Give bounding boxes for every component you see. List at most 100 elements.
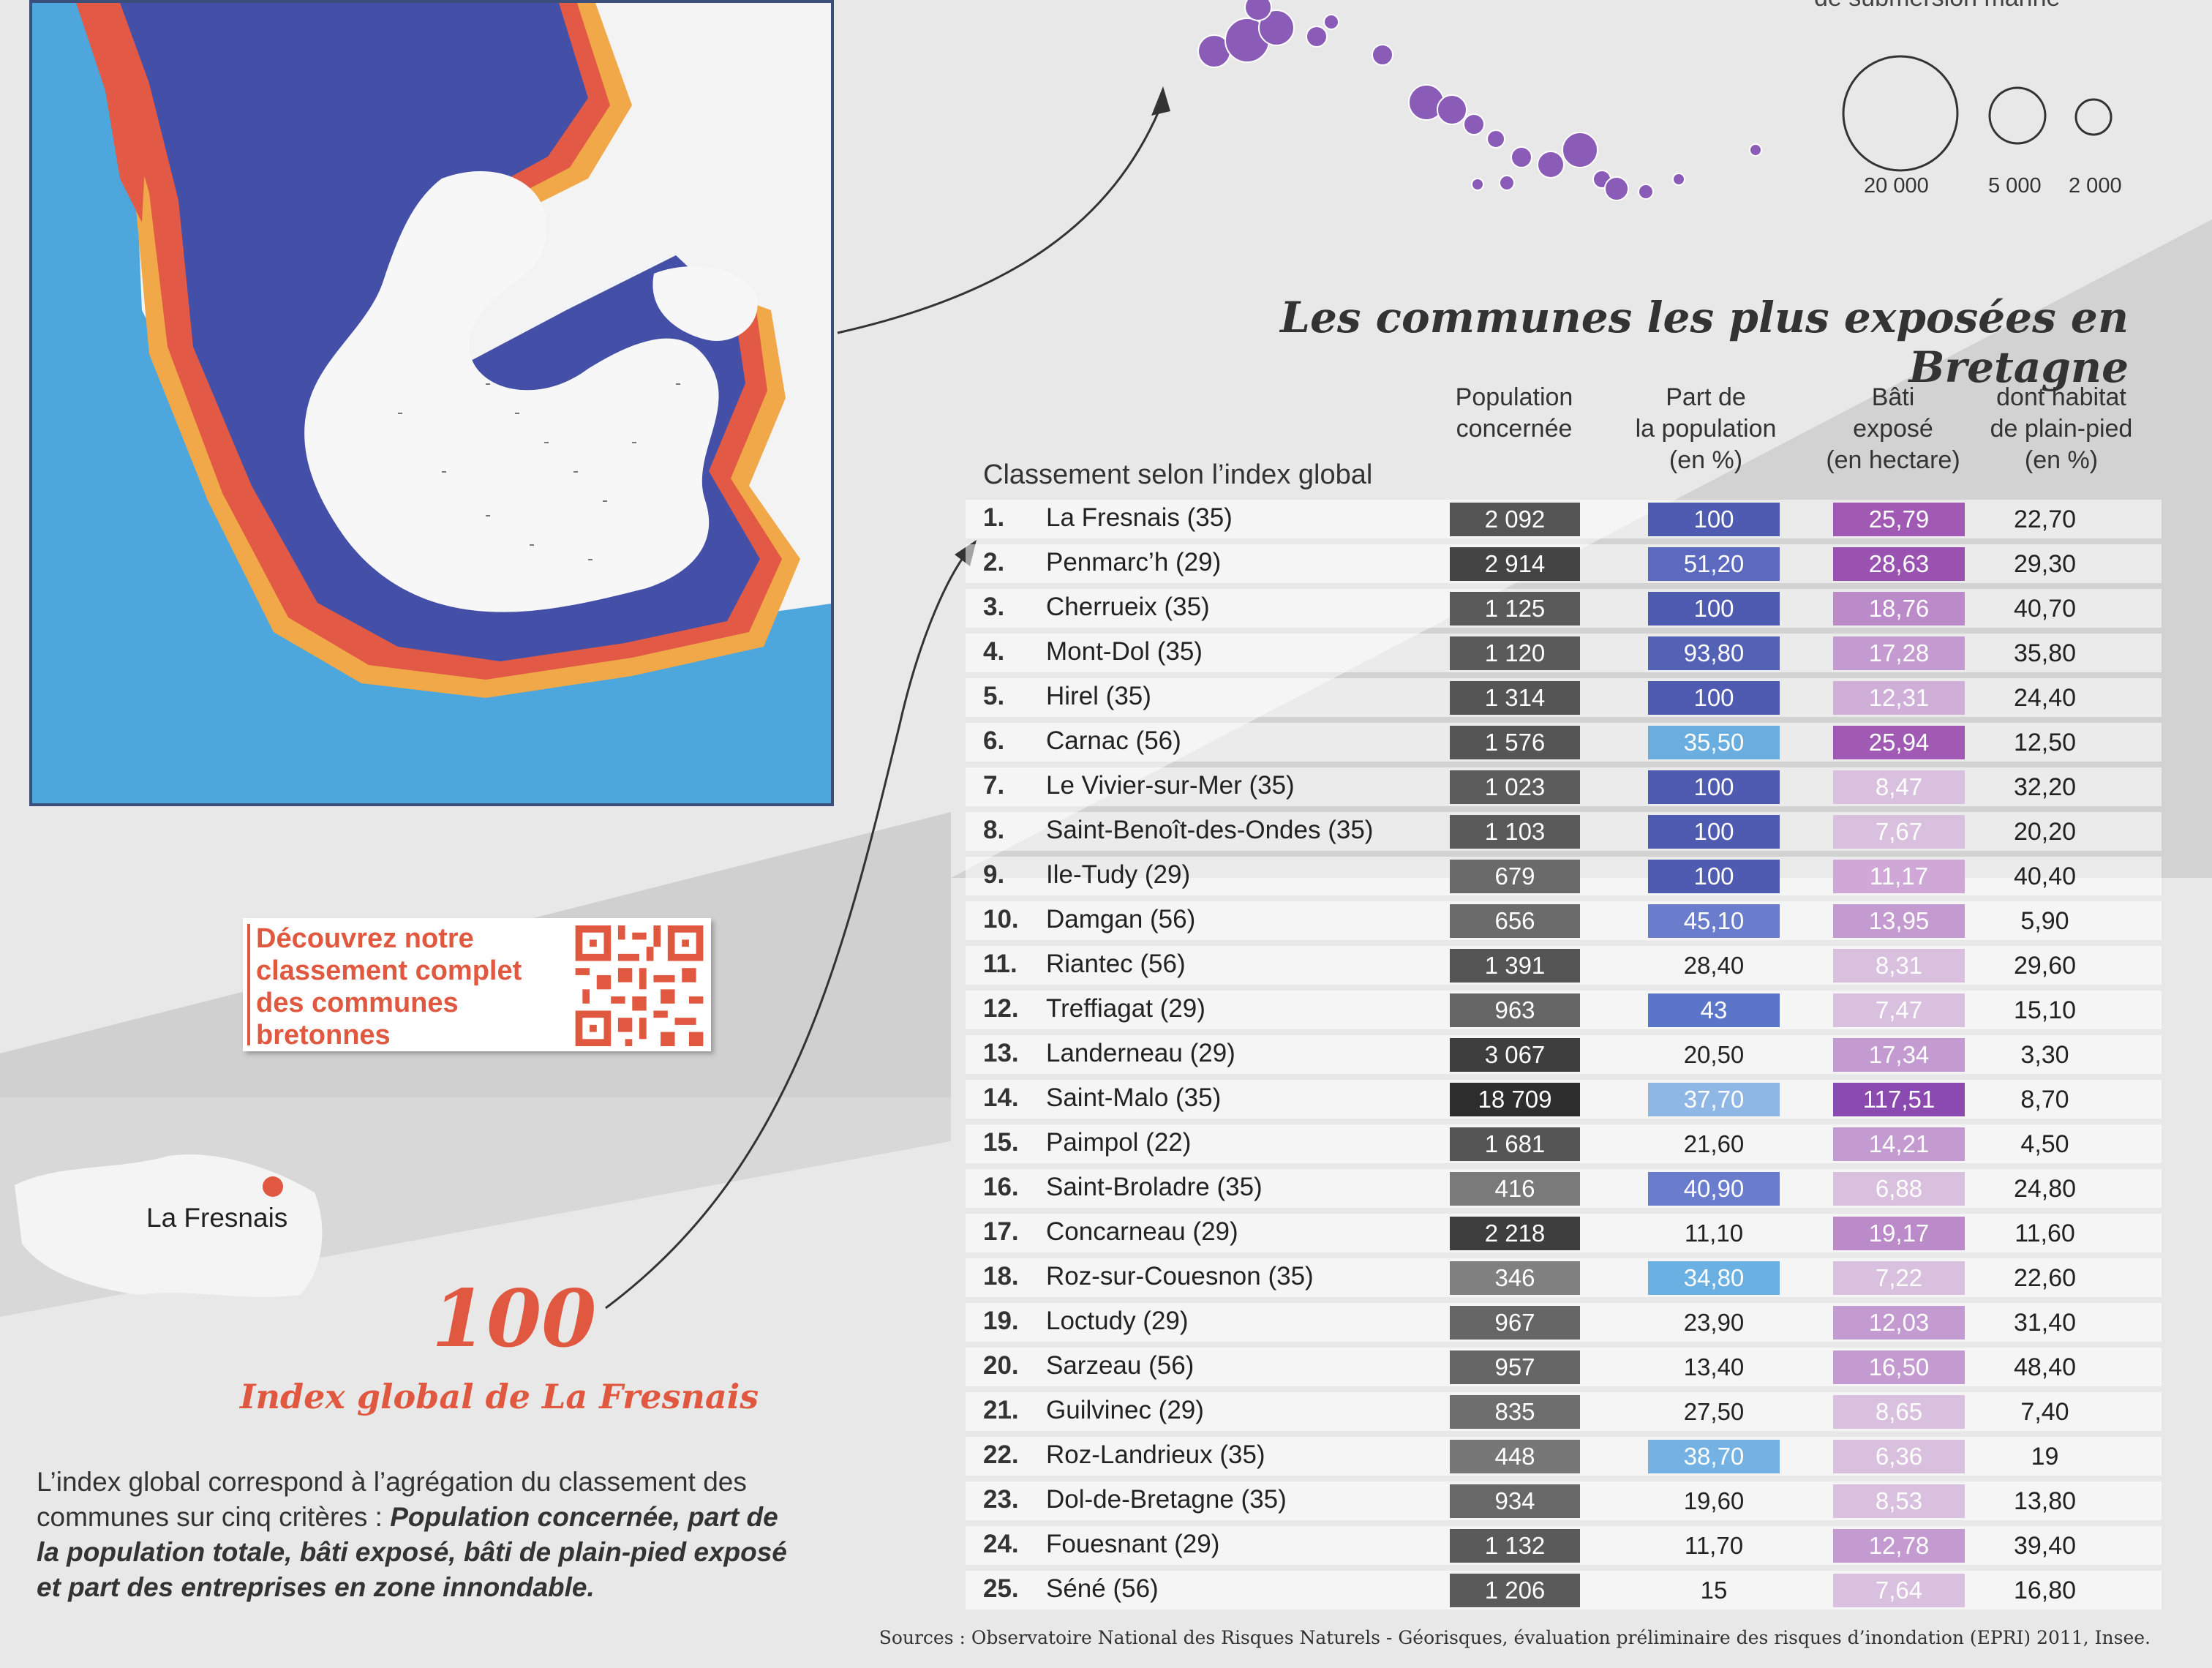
- habitat-plain-pied-cell: 15,10: [2013, 996, 2077, 1024]
- rank-number: 1.: [983, 503, 1005, 532]
- population-cell: 1 132: [1450, 1529, 1580, 1563]
- index-caption: Index global de La Fresnais: [240, 1377, 759, 1416]
- promo-box[interactable]: Découvrez notre classement complet des c…: [243, 918, 711, 1051]
- rank-number: 5.: [983, 682, 1005, 710]
- header-habitat: dont habitat de plain-pied (en %): [1974, 382, 2149, 476]
- habitat-plain-pied-cell: 12,50: [2013, 729, 2077, 756]
- rank-number: 21.: [983, 1396, 1019, 1424]
- bati-expose-cell: 12,31: [1833, 681, 1965, 715]
- bati-expose-cell: 25,79: [1833, 503, 1965, 536]
- ranking-table: 1. La Fresnais (35) 2 092 100 25,79 22,70 2. Pe…: [966, 497, 2162, 1613]
- header-population-line2: concernée: [1456, 415, 1573, 443]
- part-population-cell: 37,70: [1648, 1083, 1780, 1116]
- header-part-line3: (en %): [1669, 446, 1743, 474]
- population-cell: 2 218: [1450, 1217, 1580, 1250]
- bati-expose-cell: 25,94: [1833, 726, 1965, 759]
- bati-expose-cell: 16,50: [1833, 1350, 1965, 1384]
- bati-expose-cell: 19,17: [1833, 1217, 1965, 1250]
- population-cell: 1 314: [1450, 681, 1580, 715]
- table-row: 13. Landerneau (29) 3 067 20,50 17,34 3,30: [966, 1033, 2162, 1078]
- rank-number: 16.: [983, 1173, 1019, 1201]
- rank-number: 19.: [983, 1307, 1019, 1335]
- population-cell: 1 576: [1450, 726, 1580, 759]
- bati-expose-cell: 14,21: [1833, 1127, 1965, 1161]
- part-population-cell: 93,80: [1648, 636, 1780, 670]
- small-map-label: La Fresnais: [146, 1203, 288, 1233]
- bati-expose-cell: 28,63: [1833, 547, 1965, 581]
- habitat-plain-pied-cell: 29,60: [2013, 952, 2077, 980]
- part-population-cell: 100: [1648, 681, 1780, 715]
- population-cell: 656: [1450, 904, 1580, 938]
- table-row: 4. Mont-Dol (35) 1 120 93,80 17,28 35,80: [966, 631, 2162, 676]
- rank-number: 9.: [983, 860, 1005, 889]
- bati-expose-cell: 117,51: [1833, 1083, 1965, 1116]
- habitat-plain-pied-cell: 5,90: [2020, 907, 2069, 935]
- bati-expose-cell: 12,78: [1833, 1529, 1965, 1563]
- commune-name: Dol-de-Bretagne (35): [1046, 1485, 1287, 1514]
- part-population-cell: 27,50: [1683, 1398, 1745, 1425]
- header-bati-line2: exposé: [1853, 415, 1933, 443]
- habitat-plain-pied-cell: 22,70: [2013, 506, 2077, 533]
- header-population: Population concernée: [1434, 382, 1595, 445]
- part-population-cell: 100: [1648, 503, 1780, 536]
- habitat-plain-pied-cell: 39,40: [2013, 1532, 2077, 1560]
- part-population-cell: 34,80: [1648, 1261, 1780, 1295]
- part-population-cell: 38,70: [1648, 1440, 1780, 1473]
- table-row: 12. Treffiagat (29) 963 43 7,47 15,10: [966, 988, 2162, 1033]
- habitat-plain-pied-cell: 3,30: [2020, 1041, 2069, 1069]
- part-population-cell: 100: [1648, 815, 1780, 849]
- header-population-line1: Population: [1455, 383, 1573, 411]
- habitat-plain-pied-cell: 22,60: [2013, 1264, 2077, 1292]
- promo-text: Découvrez notre classement complet des c…: [256, 923, 556, 1051]
- promo-line: des communes: [256, 988, 459, 1018]
- commune-name: Penmarc’h (29): [1046, 548, 1222, 576]
- part-population-cell: 100: [1648, 860, 1780, 893]
- header-part-line2: la population: [1635, 415, 1777, 443]
- table-row: 5. Hirel (35) 1 314 100 12,31 24,40: [966, 676, 2162, 721]
- rank-number: 23.: [983, 1485, 1019, 1514]
- population-cell: 967: [1450, 1306, 1580, 1340]
- commune-name: Riantec (56): [1046, 950, 1186, 978]
- table-row: 19. Loctudy (29) 967 23,90 12,03 31,40: [966, 1301, 2162, 1345]
- population-cell: 1 103: [1450, 815, 1580, 849]
- promo-line: bretonnes: [256, 1020, 391, 1051]
- table-row: 10. Damgan (56) 656 45,10 13,95 5,90: [966, 899, 2162, 944]
- bati-expose-cell: 17,28: [1833, 636, 1965, 670]
- rank-number: 3.: [983, 593, 1005, 621]
- commune-name: Ile-Tudy (29): [1046, 860, 1191, 889]
- commune-name: Saint-Broladre (35): [1046, 1173, 1263, 1201]
- commune-name: La Fresnais (35): [1046, 503, 1233, 532]
- sources-note: Sources : Observatoire National des Risq…: [879, 1627, 2151, 1648]
- rank-number: 22.: [983, 1440, 1019, 1469]
- population-cell: 2 092: [1450, 503, 1580, 536]
- population-cell: 934: [1450, 1484, 1580, 1518]
- population-cell: 416: [1450, 1172, 1580, 1206]
- part-population-cell: 11,70: [1684, 1532, 1744, 1559]
- habitat-plain-pied-cell: 13,80: [2013, 1487, 2077, 1515]
- bati-expose-cell: 6,88: [1833, 1172, 1965, 1206]
- commune-name: Loctudy (29): [1046, 1307, 1189, 1335]
- commune-name: Landerneau (29): [1046, 1039, 1235, 1067]
- bati-expose-cell: 13,95: [1833, 904, 1965, 938]
- commune-name: Saint-Malo (35): [1046, 1083, 1222, 1112]
- part-population-cell: 21,60: [1683, 1130, 1745, 1157]
- ranking-caption: Classement selon l’index global: [983, 459, 1373, 490]
- connector-arrow-index: [605, 555, 966, 1310]
- habitat-plain-pied-cell: 4,50: [2020, 1130, 2069, 1158]
- population-cell: 957: [1450, 1350, 1580, 1384]
- bati-expose-cell: 7,47: [1833, 993, 1965, 1027]
- population-cell: 1 023: [1450, 770, 1580, 804]
- part-population-cell: 100: [1648, 770, 1780, 804]
- rank-number: 13.: [983, 1039, 1019, 1067]
- part-population-cell: 19,60: [1683, 1487, 1745, 1514]
- habitat-plain-pied-cell: 32,20: [2013, 773, 2077, 801]
- qr-code-icon[interactable]: [573, 925, 705, 1046]
- population-cell: 2 914: [1450, 547, 1580, 581]
- commune-name: Paimpol (22): [1046, 1128, 1192, 1157]
- part-population-cell: 20,50: [1683, 1041, 1745, 1068]
- flood-zone-map: [29, 0, 834, 806]
- header-part: Part de la population (en %): [1618, 382, 1794, 476]
- rank-number: 18.: [983, 1262, 1019, 1291]
- population-cell: 679: [1450, 860, 1580, 893]
- part-population-cell: 40,90: [1648, 1172, 1780, 1206]
